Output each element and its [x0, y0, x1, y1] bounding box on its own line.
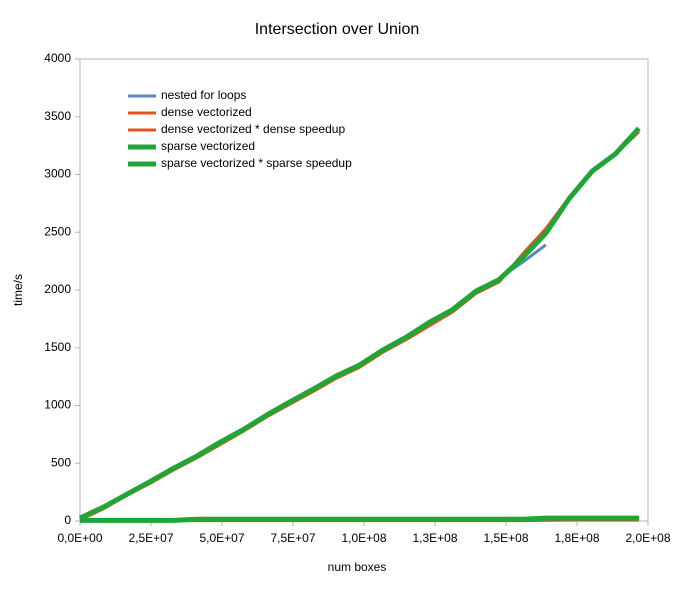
y-tick-label: 2000: [44, 282, 71, 296]
y-tick-label: 0: [64, 513, 71, 527]
y-tick-label: 500: [51, 455, 71, 469]
x-tick-label: 1,0E+08: [341, 531, 386, 545]
x-tick-label: 7,5E+07: [270, 531, 315, 545]
x-tick-label: 1,3E+08: [412, 531, 457, 545]
y-axis-label: time/s: [11, 274, 25, 306]
y-tick-label: 3000: [44, 167, 71, 181]
y-tick-label: 1000: [44, 398, 71, 412]
series-line: [78, 126, 641, 521]
x-tick-label: 1,8E+08: [554, 531, 599, 545]
y-tick-label: 3500: [44, 109, 71, 123]
legend-label: dense vectorized: [161, 105, 252, 119]
y-tick-label: 2500: [44, 224, 71, 238]
legend-label: nested for loops: [161, 88, 246, 102]
chart-title: Intersection over Union: [255, 21, 420, 38]
x-tick-label: 2,0E+08: [625, 531, 670, 545]
x-tick-label: 5,0E+07: [199, 531, 244, 545]
x-axis-label: num boxes: [328, 560, 387, 574]
series-line: [80, 515, 639, 523]
y-tick-label: 4000: [44, 51, 71, 65]
legend-label: dense vectorized * dense speedup: [161, 122, 345, 136]
legend-label: sparse vectorized: [161, 139, 255, 153]
x-tick-label: 0,0E+00: [57, 531, 102, 545]
x-tick-label: 1,5E+08: [483, 531, 528, 545]
legend-label: sparse vectorized * sparse speedup: [161, 156, 352, 170]
y-tick-label: 1500: [44, 340, 71, 354]
x-tick-label: 2,5E+07: [128, 531, 173, 545]
